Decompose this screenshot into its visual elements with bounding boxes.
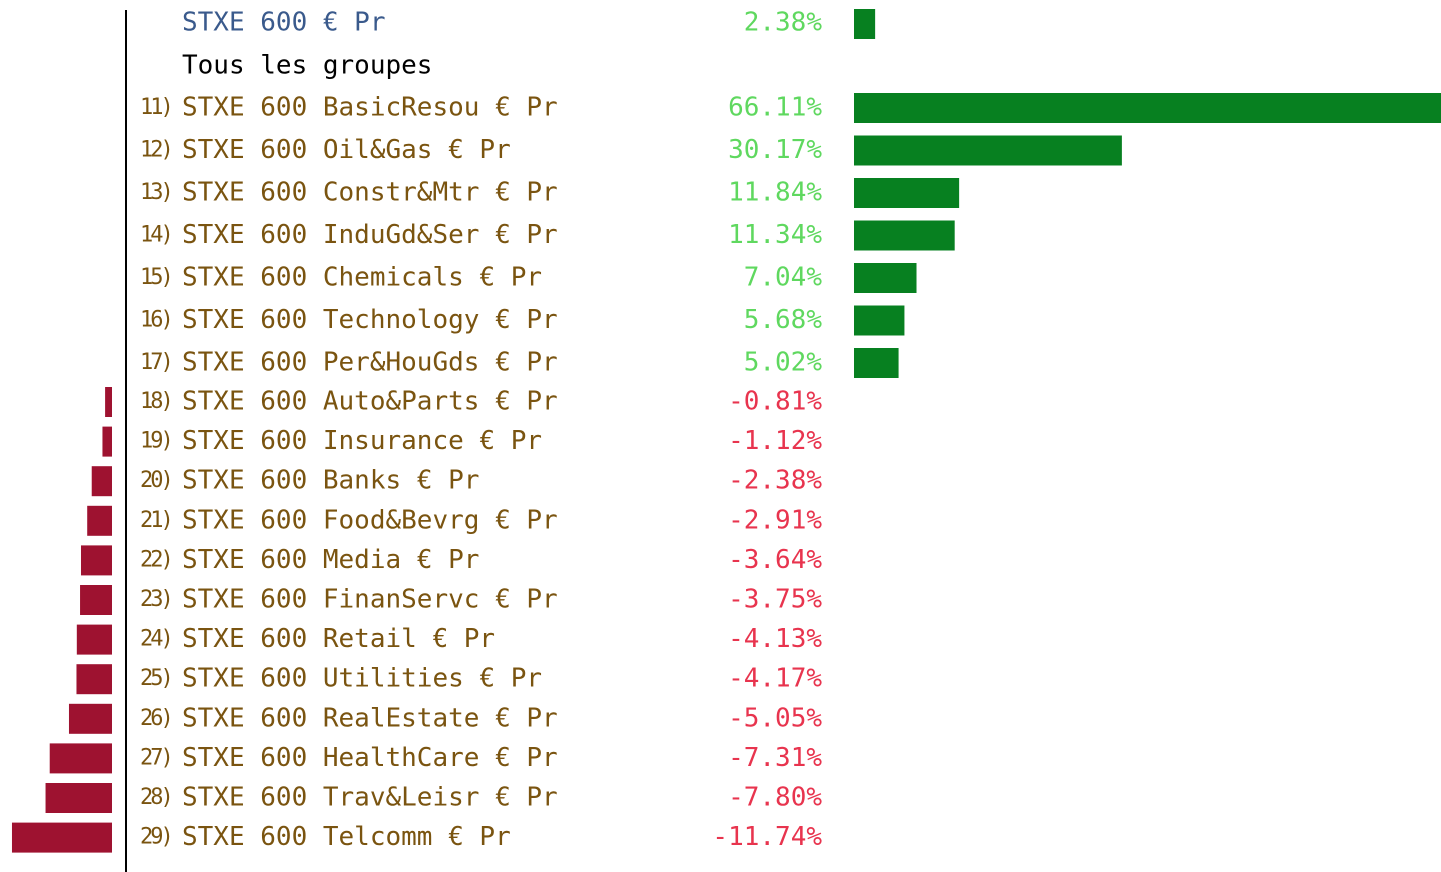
row-value: -0.81% [728,387,822,417]
bar [854,93,1441,123]
row-name: STXE 600 HealthCare € Pr [182,743,558,773]
bar [854,178,960,208]
row-value: -7.80% [728,783,822,813]
row-number: 18) [140,389,171,414]
row-value: -1.12% [728,426,822,456]
bar [76,664,112,695]
row-number: 25) [140,666,171,691]
row-name: STXE 600 FinanServc € Pr [182,585,558,615]
row-number: 21) [140,508,171,533]
bar [80,585,112,615]
row-number: 13) [140,180,171,205]
bar [854,348,899,378]
row-value: 7.04% [744,263,823,293]
row-name: STXE 600 Technology € Pr [182,305,558,335]
row-name: STXE 600 RealEstate € Pr [182,703,558,733]
row-value: -7.31% [728,743,822,773]
row-value: 66.11% [728,93,822,123]
bar [80,545,112,576]
row-number: 15) [140,265,171,290]
row-value: 30.17% [728,135,822,165]
row-name: STXE 600 Chemicals € Pr [182,263,542,293]
row-number: 16) [140,308,171,333]
bar [854,9,876,39]
bar [87,505,112,536]
row-name: STXE 600 Food&Bevrg € Pr [182,505,558,535]
row-number: 20) [140,468,171,493]
bar [68,703,112,734]
row-name: STXE 600 Banks € Pr [182,466,479,496]
row-value: -5.05% [728,703,822,733]
benchmark-value: 2.38% [744,8,823,38]
row-value: 11.84% [728,178,822,208]
row-number: 11) [140,95,171,120]
row-name: STXE 600 Constr&Mtr € Pr [182,178,558,208]
row-value: -4.13% [728,624,822,654]
row-name: STXE 600 Auto&Parts € Pr [182,387,558,417]
row-number: 29) [140,825,171,850]
row-name: STXE 600 InduGd&Ser € Pr [182,220,558,250]
row-number: 23) [140,587,171,612]
group-heading: Tous les groupes [182,51,432,81]
row-number: 12) [140,138,171,163]
row-value: 5.02% [744,348,823,378]
bar [91,466,112,497]
bar [76,624,112,655]
row-name: STXE 600 Insurance € Pr [182,426,542,456]
bar [854,135,1122,166]
row-number: 17) [140,350,171,375]
row-number: 26) [140,706,171,731]
bar [854,263,917,293]
row-number: 24) [140,627,171,652]
row-name: STXE 600 Telcomm € Pr [182,822,511,852]
row-value: 11.34% [728,220,822,250]
row-name: STXE 600 Per&HouGds € Pr [182,348,558,378]
row-number: 14) [140,223,171,248]
benchmark-name: STXE 600 € Pr [182,8,386,38]
bar [105,387,112,417]
row-name: STXE 600 Trav&Leisr € Pr [182,783,558,813]
row-value: 5.68% [744,305,823,335]
bar [49,743,112,774]
row-value: -3.64% [728,545,822,575]
row-number: 28) [140,785,171,810]
bar [854,305,905,336]
row-name: STXE 600 Utilities € Pr [182,664,542,694]
row-name: STXE 600 BasicResou € Pr [182,93,558,123]
row-name: STXE 600 Media € Pr [182,545,479,575]
bar [854,220,955,251]
row-number: 19) [140,429,171,454]
row-name: STXE 600 Retail € Pr [182,624,495,654]
bar [102,426,112,457]
row-value: -3.75% [728,585,822,615]
bar [45,783,112,813]
row-value: -2.91% [728,505,822,535]
row-value: -11.74% [712,822,822,852]
row-name: STXE 600 Oil&Gas € Pr [182,135,511,165]
row-number: 27) [140,745,171,770]
row-value: -2.38% [728,466,822,496]
bar [11,822,113,853]
row-number: 22) [140,547,171,572]
row-value: -4.17% [728,664,822,694]
